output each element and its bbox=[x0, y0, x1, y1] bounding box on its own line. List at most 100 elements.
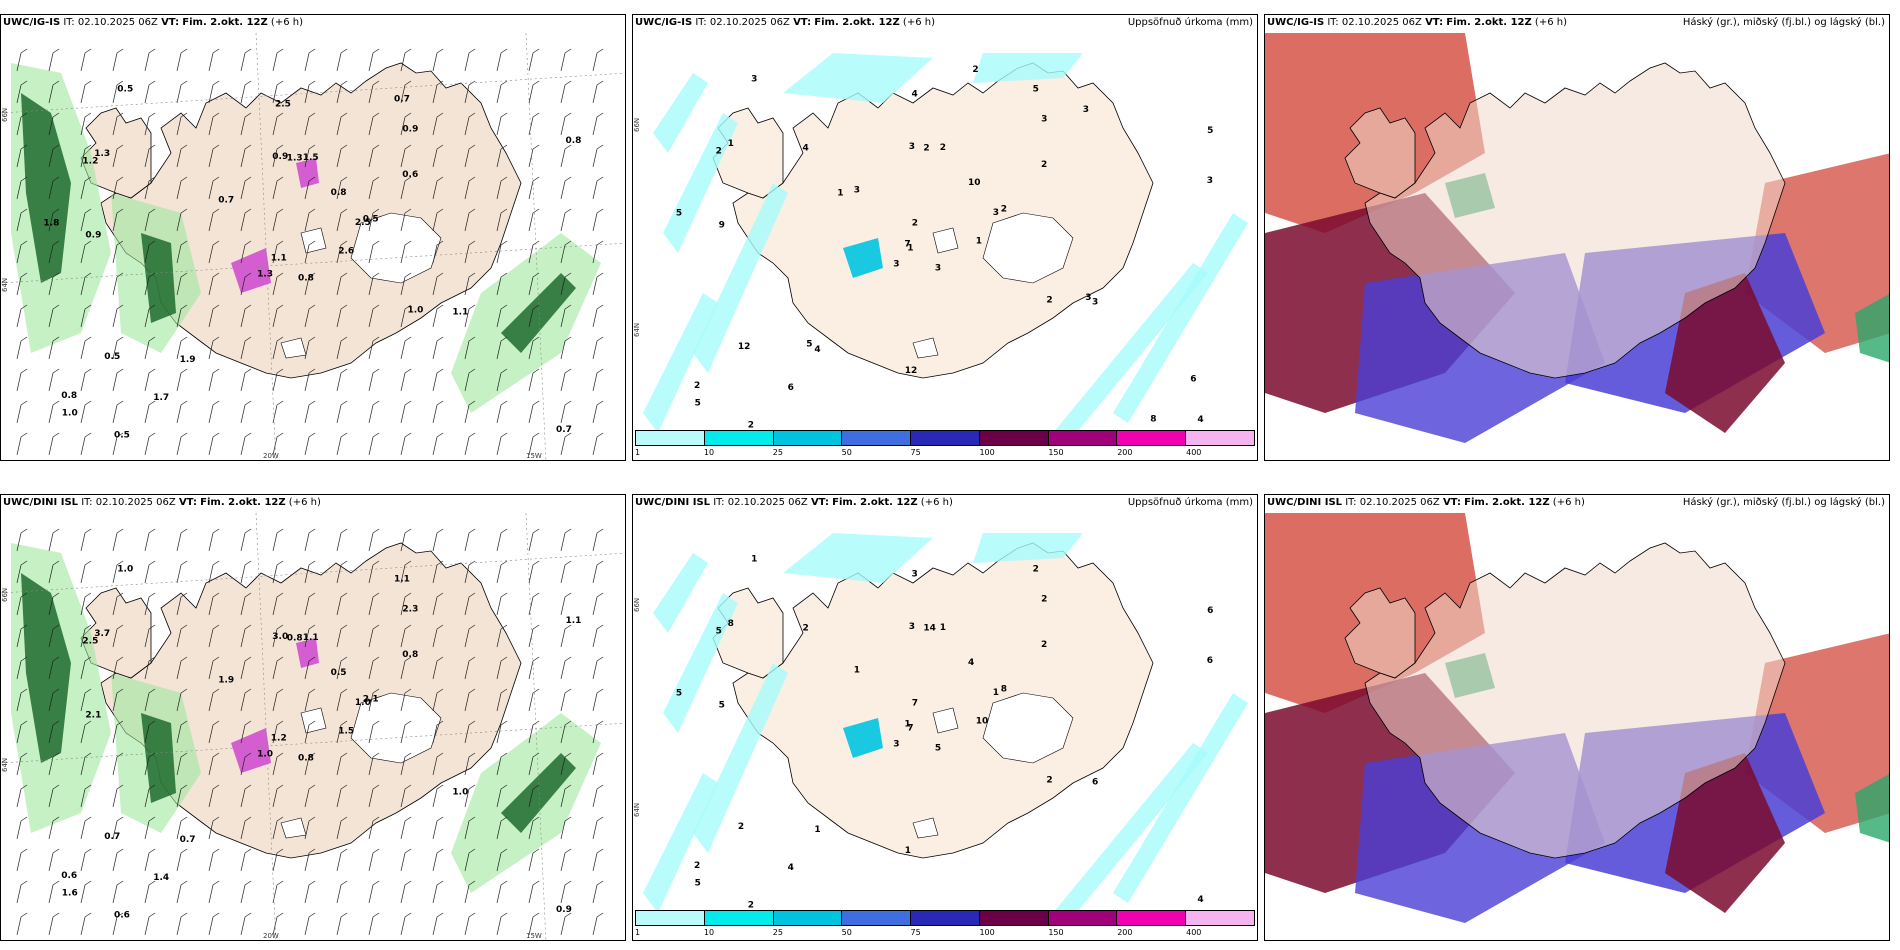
wind-barb bbox=[112, 880, 124, 904]
precip-cyan-core bbox=[843, 718, 883, 758]
wind-barb bbox=[176, 848, 188, 872]
value-label: 1.0 bbox=[452, 788, 468, 798]
value-label: 2 bbox=[1033, 564, 1039, 574]
wind-barb bbox=[560, 144, 572, 168]
value-label: 6 bbox=[1092, 778, 1098, 788]
value-label: 1 bbox=[837, 188, 843, 198]
lon-label-20w: 20W bbox=[263, 452, 279, 460]
model-name: UWC/DINI ISL bbox=[3, 497, 79, 508]
wind-barb bbox=[208, 400, 220, 424]
wind-barb bbox=[432, 144, 444, 168]
wind-barb bbox=[272, 432, 284, 456]
wind-barb bbox=[400, 848, 412, 872]
wind-barb bbox=[336, 144, 348, 168]
wind-barb bbox=[16, 560, 28, 584]
wind-barb bbox=[560, 560, 572, 584]
wind-barb bbox=[496, 592, 508, 616]
wind-barb bbox=[48, 400, 60, 424]
value-label: 4 bbox=[912, 89, 918, 99]
wind-barb bbox=[496, 784, 508, 808]
wind-barb bbox=[432, 368, 444, 392]
value-label: 1 bbox=[751, 555, 757, 565]
panel-header: UWC/IG-IS IT: 02.10.2025 06Z VT: Fim. 2.… bbox=[635, 17, 935, 28]
value-label: 1.1 bbox=[271, 253, 287, 263]
wind-barb bbox=[560, 624, 572, 648]
wind-barb bbox=[432, 880, 444, 904]
value-label: 5 bbox=[1207, 126, 1213, 136]
wind-barb bbox=[528, 400, 540, 424]
wind-barb bbox=[496, 752, 508, 776]
value-label: 0.8 bbox=[402, 650, 418, 660]
wind-barb bbox=[560, 208, 572, 232]
value-label: 5 bbox=[1033, 84, 1039, 94]
cloud-map-panel-6: UWC/DINI ISL IT: 02.10.2025 06Z VT: Fim.… bbox=[1264, 494, 1890, 941]
value-label: 5 bbox=[806, 340, 812, 350]
value-label: 3 bbox=[1083, 105, 1089, 115]
wind-barb bbox=[464, 112, 476, 136]
value-label: 3 bbox=[909, 142, 915, 152]
value-label: 3 bbox=[1207, 176, 1213, 186]
wind-barb bbox=[336, 656, 348, 680]
wind-barb bbox=[336, 592, 348, 616]
wind-barb bbox=[400, 624, 412, 648]
wind-barb bbox=[272, 80, 284, 104]
wind-barb bbox=[336, 880, 348, 904]
value-label: 1.4 bbox=[153, 873, 169, 883]
value-label: 6 bbox=[1207, 606, 1213, 616]
wind-barb bbox=[112, 784, 124, 808]
lat-label-64: 64N bbox=[633, 803, 641, 817]
lon-label-15w: 15W bbox=[526, 932, 542, 940]
wind-barb bbox=[208, 656, 220, 680]
wind-barb bbox=[336, 208, 348, 232]
wind-barb bbox=[144, 336, 156, 360]
wind-barb bbox=[272, 528, 284, 552]
wind-barb bbox=[48, 80, 60, 104]
wind-barb bbox=[112, 112, 124, 136]
wind-map-panel-4: UWC/DINI ISL IT: 02.10.2025 06Z VT: Fim.… bbox=[0, 494, 626, 941]
wind-barb bbox=[400, 656, 412, 680]
wind-barb bbox=[560, 688, 572, 712]
value-label: 0.6 bbox=[402, 170, 418, 180]
value-label: 1.3 bbox=[287, 153, 303, 163]
legend-swatch bbox=[1117, 911, 1187, 925]
wind-barb bbox=[144, 112, 156, 136]
wind-barb bbox=[496, 272, 508, 296]
value-label: 0.5 bbox=[363, 215, 379, 225]
legend-swatch bbox=[1186, 431, 1255, 445]
wind-barb bbox=[464, 272, 476, 296]
wind-barb bbox=[240, 592, 252, 616]
value-label: 1.0 bbox=[117, 565, 133, 575]
wind-barb bbox=[496, 144, 508, 168]
wind-barb bbox=[272, 656, 284, 680]
wind-barb bbox=[592, 656, 604, 680]
wind-barb bbox=[496, 336, 508, 360]
wind-barb bbox=[336, 240, 348, 264]
wind-barb bbox=[592, 368, 604, 392]
wind-barb bbox=[272, 176, 284, 200]
wind-barb bbox=[144, 560, 156, 584]
wind-barb bbox=[592, 880, 604, 904]
wind-barb bbox=[208, 368, 220, 392]
wind-barb bbox=[144, 48, 156, 72]
wind-barb bbox=[368, 752, 380, 776]
wind-barb bbox=[368, 592, 380, 616]
legend-label: 100 bbox=[979, 448, 995, 457]
precip-cyan-streak bbox=[1113, 213, 1248, 423]
value-label: 3.0 bbox=[272, 632, 288, 642]
wind-barbs bbox=[16, 528, 604, 936]
map-canvas: 0.8 1.2 1.1 0.8 2.5 1.9 0.7 1.5 0.9 2.6 0.5 0.7 0.9 0… bbox=[1, 33, 625, 460]
wind-barb bbox=[144, 400, 156, 424]
wind-barb bbox=[16, 304, 28, 328]
value-label: 7 bbox=[912, 699, 918, 709]
lat-lon-grid: 66N 64N 20W 15W bbox=[1, 33, 625, 460]
value-label: 2 bbox=[748, 901, 754, 911]
wind-barb bbox=[400, 176, 412, 200]
wind-barb bbox=[176, 112, 188, 136]
wind-barb bbox=[400, 880, 412, 904]
wind-barb bbox=[528, 816, 540, 840]
wind-barb bbox=[16, 176, 28, 200]
wind-barb bbox=[272, 624, 284, 648]
wind-barb bbox=[240, 368, 252, 392]
wind-barb bbox=[464, 48, 476, 72]
wind-barb bbox=[112, 176, 124, 200]
